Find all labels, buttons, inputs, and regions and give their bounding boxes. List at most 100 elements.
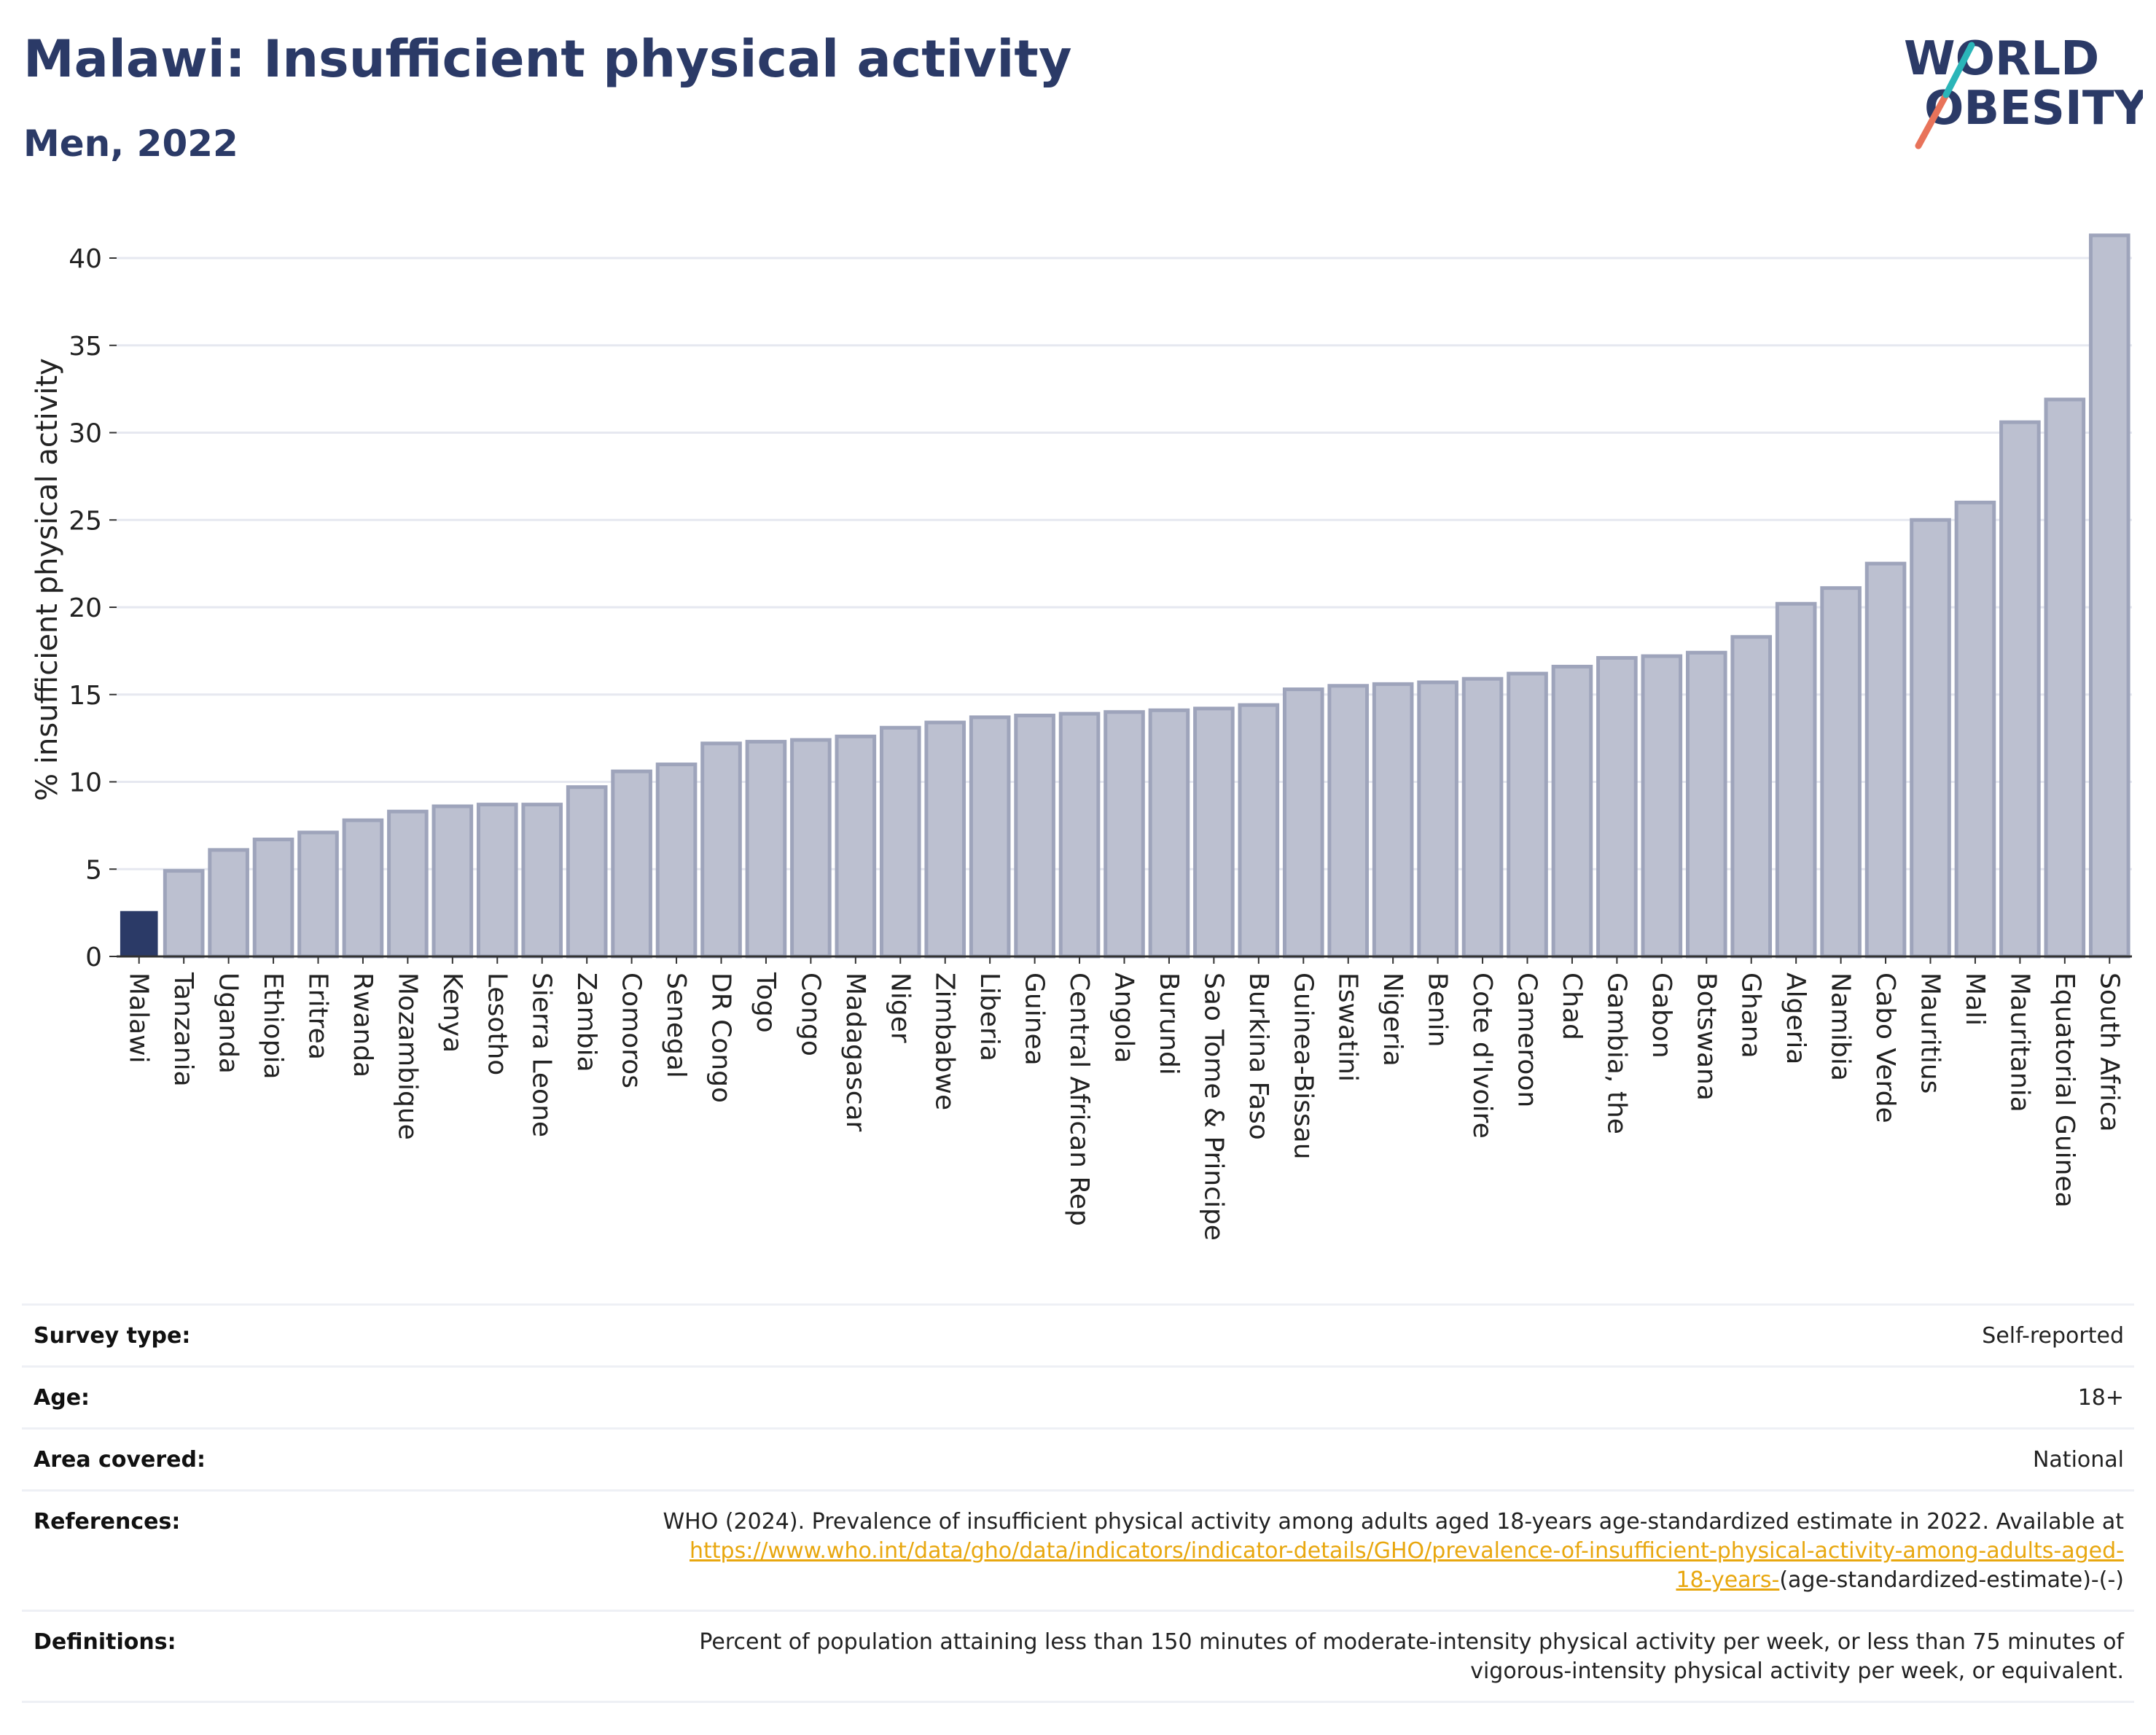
bar-sierra-leone bbox=[521, 803, 563, 959]
bar-gabon bbox=[1641, 654, 1683, 959]
x-tick-label: Cote d'Ivoire bbox=[1467, 972, 1497, 1139]
bar-chart: 0 5 10 15 20 25 30 35 40 Malawi Tanzania Uganda Eth… bbox=[31, 233, 2132, 1241]
x-tick-label: Equatorial Guinea bbox=[2050, 972, 2079, 1208]
bar-namibia bbox=[1820, 586, 1862, 959]
x-tick-label: Ethiopia bbox=[258, 972, 288, 1080]
bar-cameroon bbox=[1507, 671, 1548, 959]
bar-congo bbox=[790, 738, 832, 959]
age-value: 18+ bbox=[2077, 1385, 2124, 1411]
bar-rwanda bbox=[342, 818, 384, 959]
x-tick-label: South Africa bbox=[2094, 972, 2124, 1132]
x-tick-label: Niger bbox=[885, 972, 915, 1043]
logo-line-1: WORLD bbox=[1904, 32, 2099, 86]
definitions-label: Definitions: bbox=[34, 1629, 176, 1655]
bar-zambia bbox=[566, 785, 608, 959]
bar-sao-tome-principe bbox=[1193, 706, 1235, 959]
x-tick-label: Central African Rep bbox=[1064, 972, 1094, 1226]
world-obesity-logo: WORLD OBESITY bbox=[1904, 32, 2143, 149]
references-link-line1[interactable]: https://www.who.int/data/gho/data/indica… bbox=[690, 1538, 2124, 1564]
bar-malawi bbox=[120, 911, 158, 956]
info-row-survey-type: Survey type: Self-reported bbox=[22, 1303, 2134, 1365]
bar-zimbabwe bbox=[924, 720, 966, 959]
bar-eritrea bbox=[297, 830, 339, 959]
bar-eswatini bbox=[1327, 684, 1370, 959]
y-tick-label: 35 bbox=[69, 332, 102, 362]
x-tick-label: Mauritania bbox=[2004, 972, 2034, 1112]
x-tick-label: Sierra Leone bbox=[527, 972, 557, 1137]
references-link-line2[interactable]: 18-years- bbox=[1676, 1567, 1780, 1593]
x-tick-label: Madagascar bbox=[840, 972, 870, 1132]
bar-algeria bbox=[1775, 601, 1817, 959]
x-tick-label: Guinea bbox=[1020, 972, 1050, 1066]
references-tail: (age-standardized-estimate)-(-) bbox=[1779, 1567, 2124, 1593]
x-tick-label: Cameroon bbox=[1512, 972, 1542, 1107]
x-tick-label: Benin bbox=[1423, 972, 1453, 1047]
y-tick-label: 0 bbox=[85, 943, 102, 972]
x-tick-label: Mozambique bbox=[392, 972, 422, 1140]
x-tick-label: Namibia bbox=[1826, 972, 1856, 1081]
bar-nigeria bbox=[1372, 682, 1414, 959]
x-tick-label: Zambia bbox=[571, 972, 601, 1072]
y-tick-label: 5 bbox=[85, 855, 102, 885]
x-tick-label: Gambia, the bbox=[1601, 972, 1631, 1134]
references-label: References: bbox=[34, 1509, 181, 1535]
x-tick-label: Togo bbox=[751, 972, 781, 1033]
logo-slash-coral bbox=[1915, 91, 1950, 149]
x-tick-label: Nigeria bbox=[1378, 972, 1407, 1067]
x-tick-label: Zimbabwe bbox=[930, 972, 960, 1110]
x-tick-label: Algeria bbox=[1781, 972, 1811, 1065]
x-tick-label: Chad bbox=[1557, 972, 1587, 1040]
bar-mauritania bbox=[1999, 420, 2041, 959]
x-tick-labels: Malawi Tanzania Uganda Ethiopia Eritrea Rwand… bbox=[124, 972, 2125, 1241]
bar-south-africa bbox=[2088, 233, 2130, 959]
survey-type-value: Self-reported bbox=[1982, 1323, 2124, 1349]
info-row-age: Age: 18+ bbox=[22, 1365, 2134, 1427]
y-tick-label: 15 bbox=[69, 681, 102, 711]
bars bbox=[120, 233, 2130, 964]
bar-mali bbox=[1954, 500, 1996, 959]
x-tick-label: Guinea-Bissau bbox=[1288, 972, 1318, 1160]
logo-line-2: OBESITY bbox=[1924, 82, 2143, 136]
x-tick-label: Angola bbox=[1109, 972, 1139, 1063]
bar-guinea-bissau bbox=[1282, 687, 1324, 959]
bar-mozambique bbox=[387, 809, 429, 959]
bar-cabo-verde bbox=[1864, 561, 1907, 959]
x-tick-label: Gabon bbox=[1647, 972, 1676, 1058]
info-table: Survey type: Self-reported Age: 18+ Area… bbox=[22, 1303, 2134, 1703]
x-tick-label: Sao Tome & Principe bbox=[1198, 972, 1228, 1241]
y-tick-label: 40 bbox=[69, 244, 102, 274]
y-axis-label: % insufficient physical activity bbox=[31, 358, 64, 801]
bar-dr-congo bbox=[700, 741, 742, 959]
y-tick-label: 25 bbox=[69, 506, 102, 536]
bar-central-african-rep bbox=[1058, 711, 1101, 959]
bar-ghana bbox=[1730, 635, 1773, 959]
survey-type-label: Survey type: bbox=[34, 1323, 191, 1349]
x-tick-label: Senegal bbox=[661, 972, 691, 1078]
x-tick-label: Mali bbox=[1960, 972, 1990, 1026]
bar-comoros bbox=[611, 769, 652, 959]
info-row-definitions: Definitions: Percent of population attai… bbox=[22, 1610, 2134, 1703]
x-tick-label: Kenya bbox=[437, 972, 467, 1053]
page-subtitle: Men, 2022 bbox=[23, 122, 238, 165]
x-tick-label: Eritrea bbox=[303, 972, 333, 1060]
bar-kenya bbox=[431, 804, 474, 959]
bar-uganda bbox=[208, 848, 249, 959]
x-tick-label: Burkina Faso bbox=[1243, 972, 1273, 1140]
bar-burkina-faso bbox=[1238, 703, 1280, 959]
bar-senegal bbox=[655, 763, 698, 959]
age-label: Age: bbox=[34, 1385, 90, 1411]
bar-chad bbox=[1551, 664, 1593, 959]
bar-benin bbox=[1417, 680, 1458, 959]
bar-ethiopia bbox=[252, 838, 294, 959]
references-text: WHO (2024). Prevalence of insufficient p… bbox=[663, 1509, 2124, 1535]
x-tick-label: Liberia bbox=[975, 972, 1004, 1061]
references-link[interactable]: https://www.who.int/data/gho/data/indica… bbox=[690, 1538, 2124, 1593]
x-tick-label: Eswatini bbox=[1333, 972, 1363, 1082]
x-tick-label: Uganda bbox=[214, 972, 243, 1074]
area-value: National bbox=[2032, 1447, 2124, 1473]
page-title: Malawi: Insufficient physical activity bbox=[23, 29, 1072, 89]
x-tick-label: DR Congo bbox=[706, 972, 736, 1103]
x-tick-label: Ghana bbox=[1736, 972, 1766, 1058]
x-tick-label: Burundi bbox=[1154, 972, 1184, 1075]
references-value: WHO (2024). Prevalence of insufficient p… bbox=[663, 1508, 2124, 1595]
